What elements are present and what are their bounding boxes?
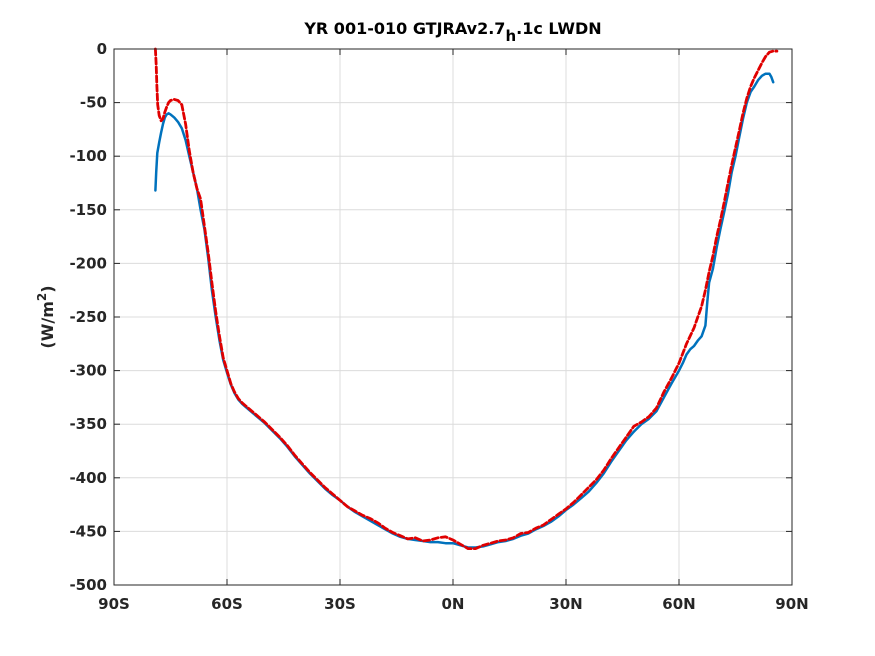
series-line-2 (154, 47, 779, 550)
y-tick-label: -400 (69, 469, 107, 487)
x-tick-label: 60S (211, 595, 243, 613)
y-axis-label-suffix: ) (38, 285, 57, 292)
chart-title-subscript: h (505, 27, 516, 45)
x-tick-label: 90N (775, 595, 808, 613)
chart-title: YR 001-010 GTJRAv2.7h.1c LWDN (303, 19, 601, 45)
chart-title-main: YR 001-010 GTJRAv2.7 (303, 19, 505, 38)
y-axis-label-prefix: (W/m (38, 301, 57, 348)
x-tick-label: 90S (98, 595, 130, 613)
y-tick-label: -250 (69, 308, 107, 326)
y-tick-label: -500 (69, 576, 107, 594)
x-tick-label: 60N (662, 595, 695, 613)
x-tick-label: 0N (442, 595, 465, 613)
x-tick-label: 30S (324, 595, 356, 613)
axes (113, 48, 793, 586)
y-tick-label: 0 (97, 40, 107, 58)
y-tick-label: -300 (69, 362, 107, 380)
y-tick-label: -450 (69, 522, 107, 540)
y-tick-label: -200 (69, 254, 107, 272)
y-tick-label: -350 (69, 415, 107, 433)
y-axis-label-superscript: 2 (35, 293, 49, 301)
y-tick-label: -100 (69, 147, 107, 165)
y-axis-label: (W/m2) (35, 285, 57, 348)
chart-title-suffix: .1c LWDN (516, 19, 602, 38)
y-tick-label: -150 (69, 201, 107, 219)
x-tick-label: 30N (549, 595, 582, 613)
y-tick-label: -50 (80, 94, 107, 112)
data-series (154, 47, 779, 550)
tick-labels: 90S 60S 30S 0N 30N 60N 90N 0 -50 -100 -150 -200 -250… (69, 40, 808, 613)
